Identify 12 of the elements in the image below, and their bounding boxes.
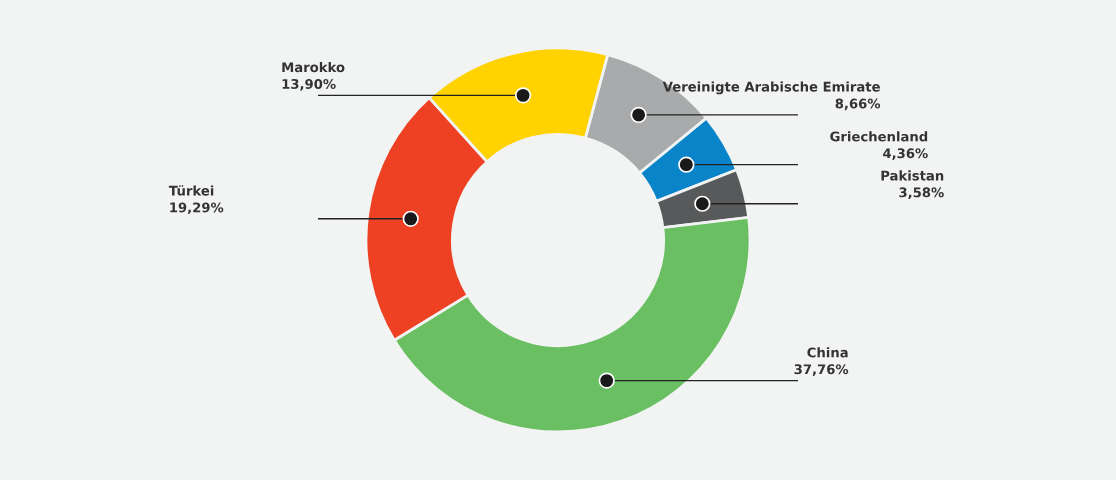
- slice-label: China: [807, 347, 848, 358]
- data-label: 4,36%: [883, 148, 928, 160]
- data-label: 19,29%: [170, 202, 224, 215]
- data-label: 3,58%: [899, 187, 944, 200]
- data-label: 37,76%: [794, 364, 849, 376]
- slice-label: Vereinigte Arabische Emirate: [662, 81, 880, 95]
- slice-label: Griechenland: [830, 131, 928, 142]
- data-label: 8,66%: [835, 98, 881, 111]
- slice-label: Pakistan: [881, 170, 944, 181]
- slice-label: Marokko: [282, 61, 345, 73]
- data-label: 13,90%: [282, 78, 336, 91]
- slice-label: Türkei: [168, 185, 214, 196]
